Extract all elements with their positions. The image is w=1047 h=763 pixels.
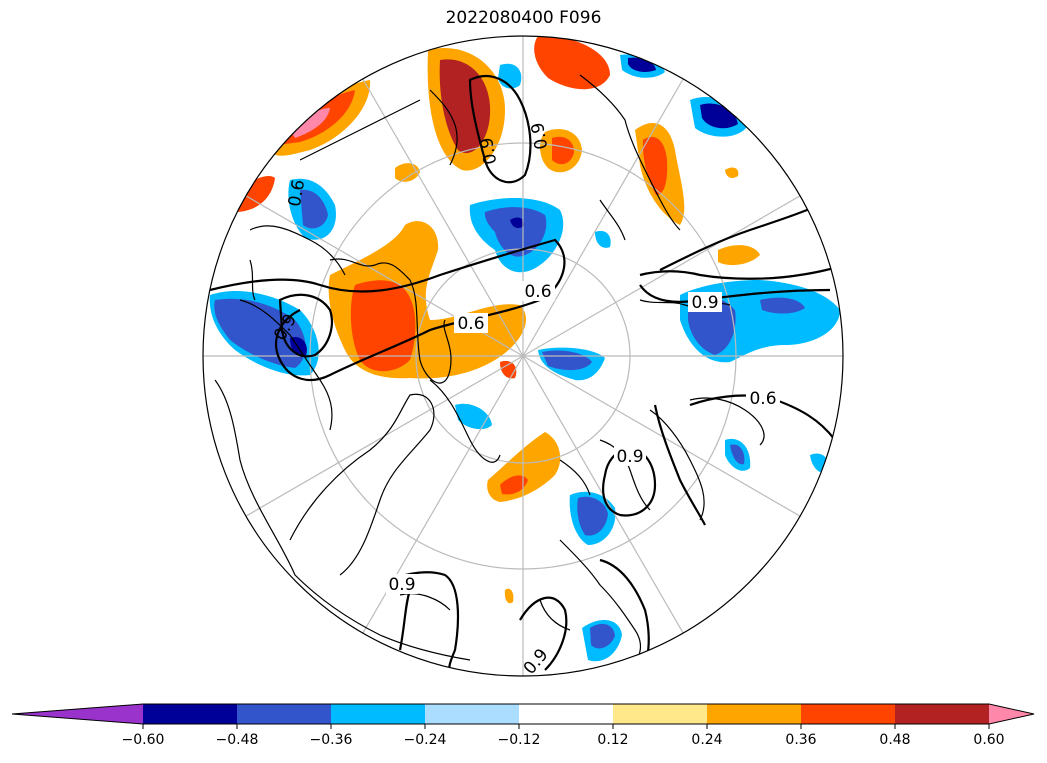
contour-label: 0.6: [457, 314, 484, 334]
contour-label: 0.9: [388, 575, 415, 595]
contour-label: 0.9: [616, 447, 643, 467]
cold-anomaly: [628, 57, 656, 72]
colorbar-segment: [707, 704, 802, 724]
warm-anomaly: [552, 136, 574, 165]
warm-anomaly: [725, 167, 739, 178]
colorbar-tick-label: 0.48: [879, 732, 910, 748]
warm-anomaly: [290, 108, 330, 138]
colorbar-segment: [425, 704, 520, 724]
colorbar-segment: [895, 704, 990, 724]
contour-line: [468, 75, 532, 184]
warm-anomaly: [504, 588, 514, 604]
cold-anomaly: [595, 230, 611, 248]
colorbar-segment: [237, 704, 332, 724]
colorbar-segment: [143, 704, 238, 724]
contour-label: 0.6: [285, 178, 309, 208]
cold-anomaly: [542, 350, 592, 371]
cold-anomaly: [300, 189, 328, 229]
colorbar-segments: [11, 703, 1035, 725]
colorbar-tick-label: −0.48: [216, 732, 259, 748]
colorbar-tick-label: 0.36: [785, 732, 816, 748]
map-disk: [203, 36, 843, 676]
colorbar-segment: [613, 704, 708, 724]
colorbar-tick-label: −0.60: [122, 732, 165, 748]
contour-label-bg: [614, 446, 646, 466]
colorbar-tick-label: 0.24: [691, 732, 722, 748]
contour-line: [278, 293, 333, 358]
warm-anomaly: [718, 245, 760, 266]
colorbar-tick-label: −0.24: [404, 732, 447, 748]
contour-label-bg: [521, 281, 555, 301]
contour-label: 0.6: [749, 389, 776, 409]
contour-label: 0.9: [528, 121, 552, 151]
cold-anomaly: [760, 297, 805, 314]
cold-anomaly: [214, 298, 306, 368]
map-boundary: [202, 35, 844, 677]
colorbar-segment: [519, 704, 614, 724]
contour-line: [599, 558, 650, 666]
cold-anomaly: [510, 217, 525, 228]
contour-label-bg: [746, 388, 780, 408]
colorbar-tick-label: −0.12: [498, 732, 541, 748]
contour-label-bg: [454, 313, 488, 333]
colorbar-segment: [331, 704, 426, 724]
contour-label-bg: [386, 574, 418, 594]
colorbar-extend-high: [989, 704, 1034, 724]
warm-anomaly: [642, 136, 668, 195]
contour-line: [653, 404, 706, 526]
coastlines: [214, 74, 765, 666]
contour-label: 0.9: [477, 136, 501, 166]
cold-anomaly: [577, 496, 608, 536]
contour-labels: 0.6 0.6 0.6 0.6 0.9 0.9 0.9 0.9 0.9 0.9 …: [270, 121, 780, 679]
contour-line: [519, 596, 568, 671]
colorbar-tick-label: 0.60: [973, 732, 1004, 748]
cold-anomaly: [590, 623, 615, 649]
contour-label-bg: [688, 292, 722, 312]
map-title: 2022080400 F096: [445, 8, 602, 28]
contour-line: [389, 571, 460, 673]
colorbar-tick-label: 0.12: [597, 732, 628, 748]
contour-line: [639, 264, 841, 280]
contour-label: 0.6: [524, 282, 551, 302]
filled-anomalies: [209, 36, 840, 662]
warm-anomaly: [534, 36, 610, 90]
colorbar-segment: [801, 704, 896, 724]
cold-anomaly: [730, 444, 745, 465]
colorbar-tick-label: −0.36: [310, 732, 353, 748]
contour-label: 0.9: [691, 293, 718, 313]
warm-anomaly: [350, 280, 416, 372]
colorbar-ticks: −0.60 −0.48 −0.36 −0.24 −0.12 0.12 0.24 0.36 0.4…: [122, 724, 1005, 748]
warm-anomaly: [500, 475, 528, 495]
cold-anomaly: [484, 207, 547, 257]
cold-anomaly: [455, 403, 492, 430]
colorbar-extend-low: [12, 704, 143, 724]
